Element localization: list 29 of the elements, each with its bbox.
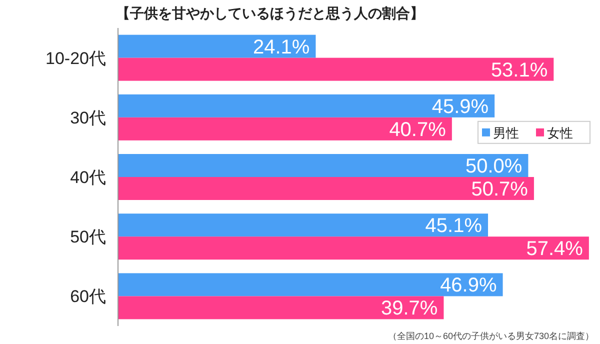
data-label: 40.7% — [389, 118, 446, 141]
data-label: 45.9% — [432, 96, 489, 118]
data-label: 24.1% — [253, 36, 310, 58]
text: （全国の10～60代の子供がいる男女730名に調査） — [388, 331, 594, 341]
data-label: 50.0% — [466, 156, 522, 178]
bar — [118, 214, 488, 237]
data-label: 57.4% — [526, 238, 584, 260]
y-tick-label: 10-20代 — [46, 48, 106, 68]
data-label: 45.1% — [425, 215, 482, 238]
data-label: 50.7% — [471, 178, 528, 200]
bar — [118, 94, 495, 118]
y-tick-label: 50代 — [70, 228, 106, 247]
legend-label: 女性 — [547, 125, 573, 140]
chart-title: 【子供を甘やかしているほうだと思う人の割合】 — [116, 5, 424, 22]
y-tick-label: 60代 — [70, 287, 106, 306]
bar — [118, 177, 534, 200]
data-label: 39.7% — [381, 298, 438, 320]
bar — [118, 117, 452, 140]
bar — [118, 236, 589, 260]
bar — [118, 34, 316, 58]
bar — [118, 296, 444, 320]
y-tick-label: 30代 — [70, 108, 106, 128]
bar — [118, 58, 554, 81]
bar — [118, 273, 503, 296]
y-tick-label: 40代 — [70, 168, 106, 187]
data-label: 53.1% — [490, 59, 548, 82]
bar — [118, 154, 528, 177]
legend-label: 男性 — [493, 125, 519, 140]
data-label: 46.9% — [440, 274, 497, 297]
